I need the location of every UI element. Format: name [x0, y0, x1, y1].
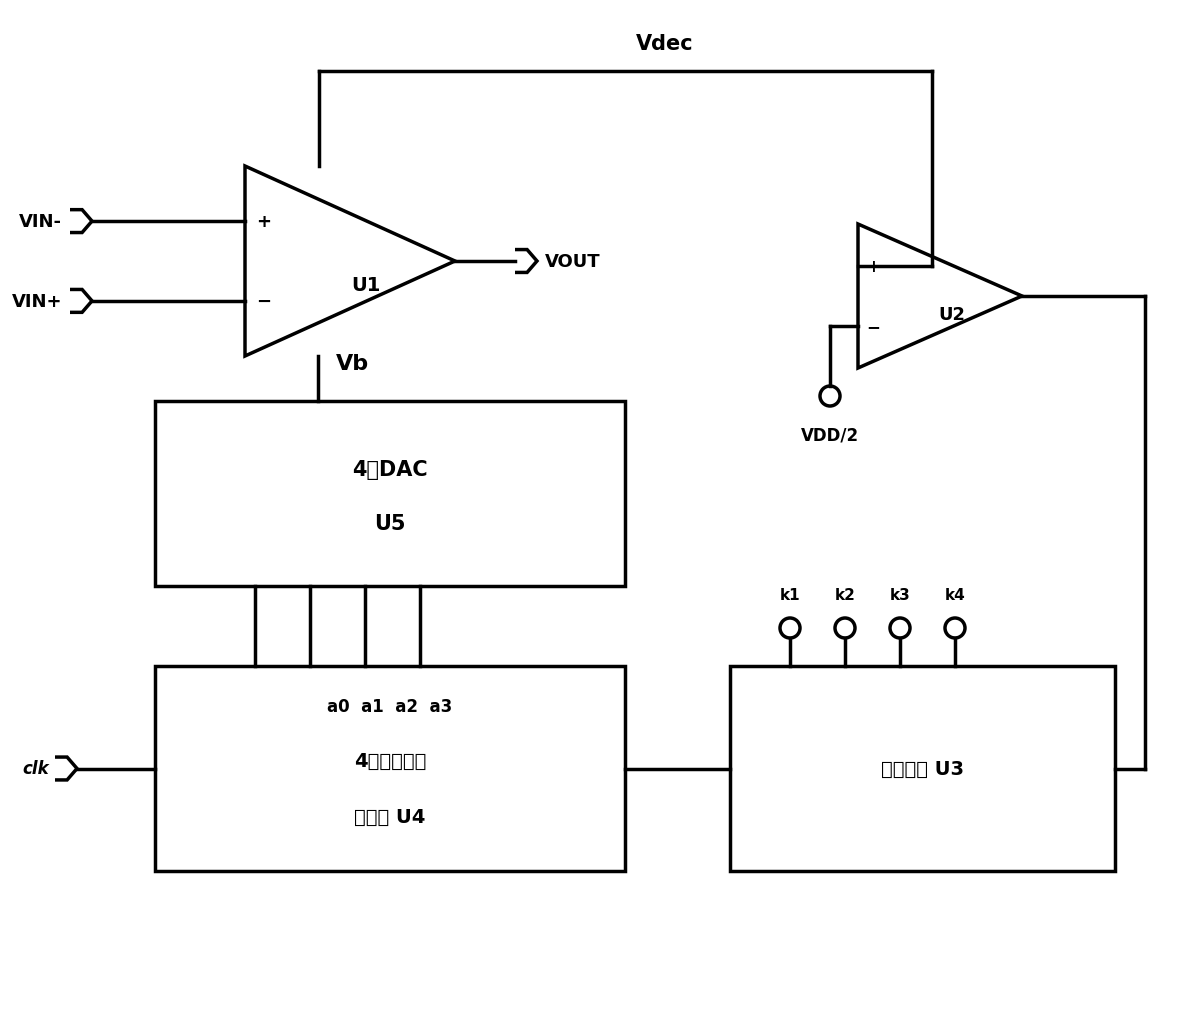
Bar [729, 666, 1115, 871]
Text: −: − [256, 292, 271, 310]
Text: VDD/2: VDD/2 [801, 427, 859, 445]
Text: U5: U5 [374, 514, 406, 534]
Text: Vb: Vb [336, 354, 369, 374]
Text: VIN+: VIN+ [12, 292, 62, 310]
Text: 4位DAC: 4位DAC [352, 459, 428, 479]
Text: k1: k1 [779, 587, 801, 603]
Bar [155, 666, 625, 871]
Text: VOUT: VOUT [545, 253, 601, 271]
Text: −: − [866, 317, 879, 336]
Text: k4: k4 [945, 587, 965, 603]
Text: 逻辑控制 U3: 逻辑控制 U3 [881, 759, 964, 778]
Text: U2: U2 [939, 305, 966, 324]
Text: k3: k3 [890, 587, 910, 603]
Text: a0  a1  a2  a3: a0 a1 a2 a3 [327, 698, 452, 716]
Text: k2: k2 [834, 587, 856, 603]
Text: U1: U1 [351, 276, 381, 295]
Text: 4位逐次逃近: 4位逐次逃近 [353, 751, 426, 770]
Text: VIN-: VIN- [19, 213, 62, 231]
Text: 寄存器 U4: 寄存器 U4 [355, 807, 426, 826]
Text: +: + [866, 258, 879, 275]
Text: Vdec: Vdec [637, 34, 694, 54]
Text: +: + [256, 213, 271, 231]
Bar [155, 401, 625, 586]
Text: clk: clk [23, 759, 49, 777]
